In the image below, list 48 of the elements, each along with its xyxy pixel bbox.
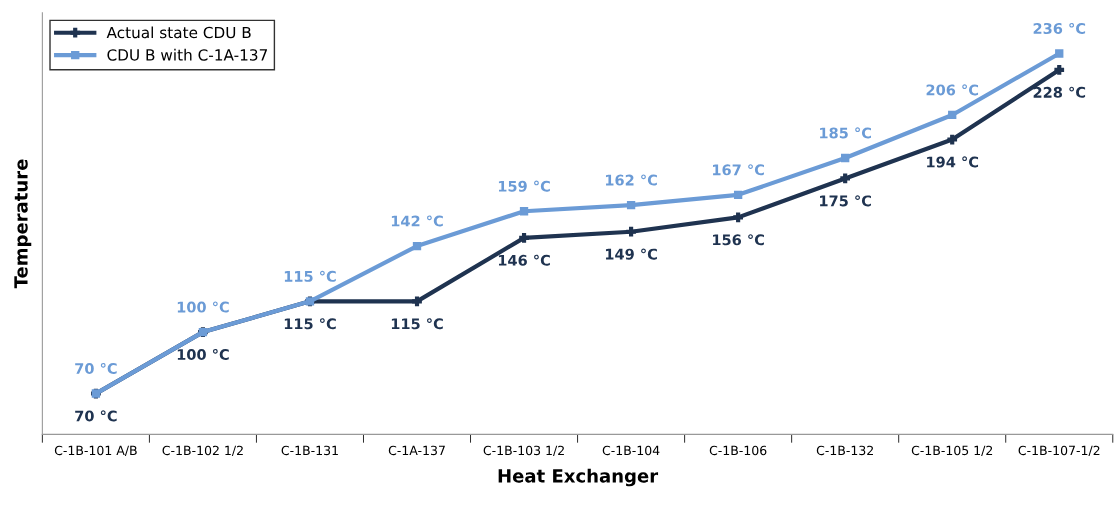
x-tick-label: C-1B-102 1/2 [162, 445, 243, 457]
data-label: 146 °C [498, 254, 550, 266]
data-label: 185 °C [820, 127, 871, 139]
point [1054, 65, 1065, 75]
y-axis-title: Temperature [14, 159, 32, 289]
data-label: 162 °C [605, 174, 657, 186]
data-label: 156 °C [713, 234, 764, 246]
data-label: 159 °C [498, 180, 550, 192]
data-label: 142 °C [391, 215, 443, 227]
data-label: 70 °C [75, 362, 117, 375]
data-label: 70 °C [75, 410, 117, 422]
x-axis-title: Heat Exchanger [498, 468, 659, 487]
point [733, 190, 743, 200]
data-label: 206 °C [926, 84, 979, 96]
x-tick-label: C-1B-105 1/2 [911, 445, 993, 457]
point [1055, 49, 1064, 58]
data-label: 115 °C [391, 318, 443, 330]
point [626, 200, 636, 210]
point [841, 153, 850, 163]
point [733, 212, 743, 223]
x-tick-label: C-1B-101 A/B [54, 445, 137, 457]
x-tick-label: C-1B-131 [281, 445, 338, 456]
point [412, 241, 422, 251]
x-tick-label: C-1B-107-1/2 [1018, 445, 1100, 457]
data-label: 149 °C [605, 248, 657, 260]
legend-label: CDU B with C-1A-137 [107, 48, 267, 61]
data-label: 236 °C [1033, 22, 1086, 35]
x-tick-label: C-1B-104 [602, 445, 660, 456]
data-label: 115 °C [284, 318, 336, 330]
x-tick-label: C-1B-106 [709, 445, 767, 456]
point [626, 226, 636, 237]
point [840, 173, 851, 184]
data-label: 167 °C [713, 164, 764, 176]
point [947, 134, 958, 145]
data-label: 100 °C [177, 348, 229, 361]
x-tick-label: C-1A-137 [388, 445, 445, 456]
point [948, 110, 957, 120]
point [519, 207, 529, 216]
data-label: 115 °C [284, 270, 336, 282]
point [412, 296, 422, 307]
data-label: 175 °C [820, 195, 871, 207]
x-tick-label: C-1B-103 1/2 [483, 445, 564, 457]
data-label: 194 °C [927, 156, 979, 168]
data-label: 100 °C [177, 301, 229, 313]
legend-label: Actual state CDU B [106, 26, 251, 39]
x-tick-label: C-1B-132 [816, 445, 873, 456]
point [519, 232, 529, 243]
data-label: 228 °C [1033, 86, 1086, 98]
